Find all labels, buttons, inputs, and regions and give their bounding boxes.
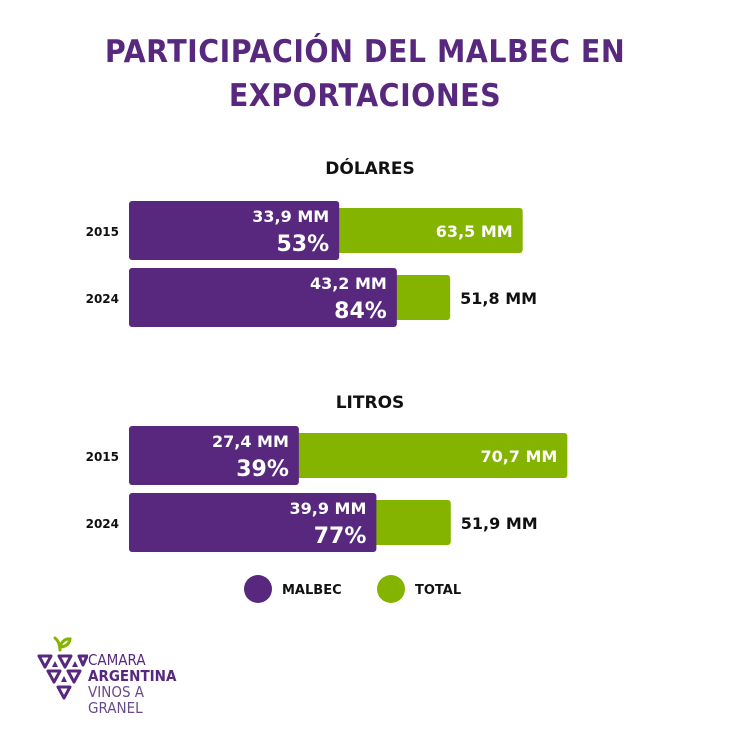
logo-line-3: VINOS A GRANEL — [88, 683, 145, 717]
malbec-bar — [129, 268, 397, 327]
malbec-value-label: 27,4 MM — [212, 432, 289, 451]
logo-text: CAMARA ARGENTINA VINOS A GRANEL — [88, 652, 194, 716]
total-bar — [333, 208, 523, 253]
total-bar — [292, 433, 568, 478]
grape-logo-icon — [37, 636, 88, 700]
year-label: 2015 — [86, 225, 119, 239]
year-label: 2024 — [86, 517, 119, 531]
legend-label: TOTAL — [415, 583, 461, 598]
malbec-percent-label: 84% — [334, 299, 387, 324]
logo-line-1: CAMARA — [88, 651, 146, 669]
total-value-label: 51,9 MM — [461, 514, 538, 533]
title-line-1: PARTICIPACIÓN DEL MALBEC EN — [104, 34, 626, 70]
malbec-value-label: 33,9 MM — [252, 207, 329, 226]
malbec-bar — [129, 426, 299, 485]
panel-title: DÓLARES — [325, 157, 415, 179]
malbec-percent-label: 39% — [236, 457, 289, 482]
page-title: PARTICIPACIÓN DEL MALBEC EN EXPORTACIONE… — [29, 30, 701, 118]
logo-line-2: ARGENTINA — [88, 667, 177, 685]
malbec-bar — [129, 493, 377, 552]
malbec-percent-label: 77% — [314, 524, 367, 549]
total-bar — [370, 500, 451, 545]
total-bar — [390, 275, 451, 320]
total-value-label: 51,8 MM — [460, 289, 537, 308]
total-value-label: 63,5 MM — [436, 222, 513, 241]
panel-title: LITROS — [336, 393, 405, 413]
legend-swatch — [244, 575, 272, 603]
legend-label: MALBEC — [282, 583, 342, 598]
year-label: 2024 — [86, 292, 119, 306]
legend-swatch — [377, 575, 405, 603]
title-line-2: EXPORTACIONES — [228, 78, 502, 114]
malbec-bar — [129, 201, 340, 260]
logo: CAMARA ARGENTINA VINOS A GRANEL — [36, 634, 206, 716]
malbec-value-label: 43,2 MM — [310, 274, 387, 293]
year-label: 2015 — [86, 450, 119, 464]
total-value-label: 70,7 MM — [480, 447, 557, 466]
malbec-percent-label: 53% — [277, 232, 330, 257]
malbec-value-label: 39,9 MM — [289, 499, 366, 518]
